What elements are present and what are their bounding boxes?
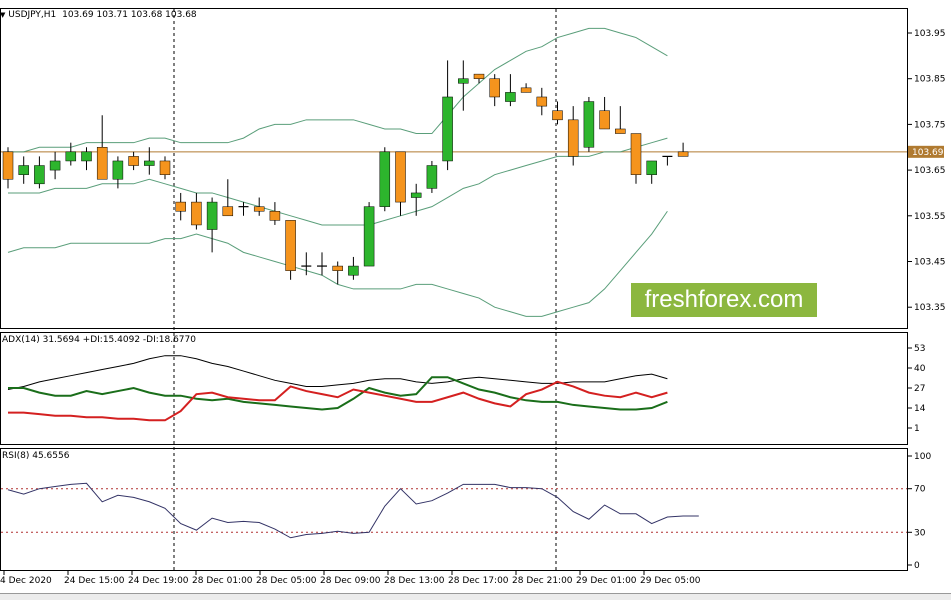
price-tick-label: 103.85 [914,75,946,85]
adx-tick-label: 40 [914,364,926,374]
adx-label: ADX(14) 31.5694 +DI:15.4092 -DI:18.6770 [2,335,196,345]
candle-bull [410,192,422,198]
price-tick-label: 103.75 [914,120,946,130]
current-price-marker [908,145,944,158]
candle-bear [222,206,234,217]
candle-bull [49,160,61,171]
candle-bear [253,206,265,212]
candle-bull [206,201,218,230]
adx-tick-label: 1 [914,424,920,434]
time-tick-label: 4 Dec 2020 [0,576,52,586]
adx-line [7,355,668,391]
adx-tick-label: 14 [914,404,926,414]
collapse-triangle-icon[interactable]: ▼ [0,11,6,19]
candle-bear [599,110,610,130]
candle-bear [285,220,296,271]
candle-bull [34,165,45,185]
horizontal-scrollbar[interactable] [0,593,951,600]
candle-bull [81,151,92,162]
ohlc-label: 103.69 103.71 103.68 103.68 [62,10,197,20]
band-upper-line [8,27,668,153]
time-tick-label: 28 Dec 05:00 [256,576,317,586]
candle-bear [269,210,281,221]
candle-bear [615,128,626,134]
price-tick-label: 103.35 [914,303,946,313]
candle-bull [379,151,391,207]
candle-bull [348,265,359,276]
candle-bear [630,133,642,175]
candle-bear [332,265,343,271]
rsi-tick-label: 70 [914,485,926,495]
main-header: ▼ USDJPY,H1 103.69 103.71 103.68 103.68 [0,10,197,20]
candle-bear [96,147,108,180]
candle-bull [65,151,77,162]
candle-bull [646,160,657,175]
adx-panel[interactable] [0,332,908,445]
time-tick-label: 28 Dec 13:00 [384,576,445,586]
main-panel[interactable] [0,8,908,329]
candle-bear [2,151,14,180]
rsi-tick-label: 0 [914,561,920,571]
candle-bull [112,160,124,180]
candle-bear [191,201,202,226]
adx-tick-label: 53 [914,344,925,354]
candle-bull [426,165,438,189]
time-tick-label: 29 Dec 01:00 [576,576,637,586]
candle-bear [567,119,579,157]
candle-bull [442,96,453,162]
time-tick-label: 28 Dec 01:00 [192,576,253,586]
candle-bull [363,206,375,267]
candle-bear [520,87,532,93]
price-tick-label: 103.65 [914,166,946,176]
time-tick-label: 24 Dec 19:00 [128,576,189,586]
candle-bull [18,165,29,175]
candle-bear [536,96,548,107]
candles [2,60,689,285]
time-tick-label: 24 Dec 15:00 [64,576,125,586]
rsi-line [7,482,699,539]
time-tick-label: 29 Dec 05:00 [640,576,701,586]
symbol-label: USDJPY,H1 [8,10,57,20]
candle-bear [395,151,406,203]
minus-di-line [8,380,668,422]
price-tick-label: 103.95 [914,29,946,39]
adx-tick-label: 27 [914,384,925,394]
time-tick-label: 28 Dec 17:00 [448,576,509,586]
rsi-tick-label: 30 [914,528,926,538]
price-tick-label: 103.55 [914,212,946,222]
candle-bear [489,78,500,98]
rsi-tick-label: 100 [914,452,931,462]
candle-bull [583,101,595,148]
axes: 103.95 103.85 103.75 103.65 103.55 103.45 103.… [0,29,946,586]
candle-bear [677,151,689,157]
rsi-panel[interactable] [0,448,908,571]
candle-bear [473,73,485,79]
price-tick-label: 103.45 [914,258,946,268]
candle-bull [458,78,469,84]
current-price-label: 103.69 [912,148,944,158]
adx-lines [7,355,668,422]
rsi-series-line [7,482,699,539]
grid [1,9,907,570]
rsi-label: RSI(8) 45.6556 [2,451,70,461]
candle-bear [175,201,186,212]
candle-bear [159,160,171,175]
plus-di-line [8,376,668,411]
candle-bull [505,92,516,102]
time-tick-label: 28 Dec 21:00 [512,576,573,586]
candle-bull [144,160,155,166]
time-tick-label: 28 Dec 09:00 [320,576,381,586]
candle-bear [128,156,139,166]
watermark: freshforex.com [631,283,817,317]
candle-bear [552,110,563,121]
